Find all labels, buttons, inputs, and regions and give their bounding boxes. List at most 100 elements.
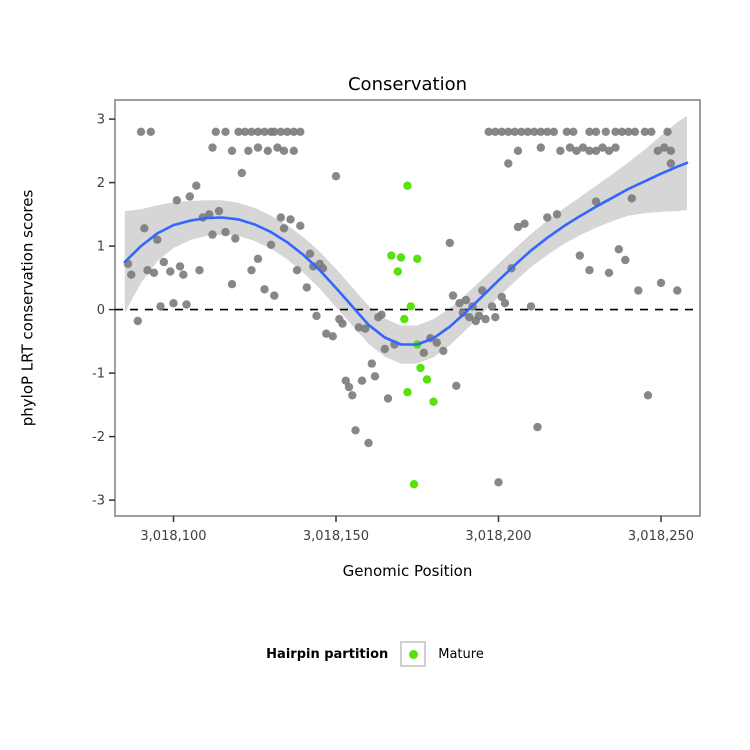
data-point <box>627 194 636 203</box>
data-point <box>617 127 627 136</box>
data-point <box>465 313 474 322</box>
data-point <box>487 302 497 311</box>
data-point <box>234 127 243 136</box>
data-point <box>227 280 237 289</box>
data-point <box>192 181 201 190</box>
data-point <box>322 329 331 338</box>
data-point <box>166 267 175 276</box>
data-point <box>328 332 337 341</box>
data-point <box>569 127 578 136</box>
data-point <box>614 245 623 254</box>
data-point <box>127 270 136 279</box>
data-point <box>656 278 666 288</box>
legend-title: Hairpin partition <box>266 646 389 662</box>
data-point <box>666 146 675 155</box>
data-point <box>445 238 454 248</box>
data-point <box>305 249 315 258</box>
data-point <box>302 283 311 292</box>
data-point <box>367 359 376 368</box>
data-point <box>543 127 552 136</box>
data-point <box>296 127 305 136</box>
data-point <box>149 268 159 277</box>
data-point <box>448 291 458 300</box>
data-point <box>585 146 594 155</box>
data-point <box>227 146 237 155</box>
data-point <box>283 127 292 136</box>
data-point <box>214 206 224 216</box>
data-point <box>143 266 152 275</box>
data-point <box>517 127 526 136</box>
data-point <box>221 227 230 237</box>
data-point <box>510 127 519 136</box>
data-point <box>422 375 432 384</box>
data-point <box>270 127 279 136</box>
data-point <box>341 376 350 385</box>
data-point <box>296 221 305 230</box>
data-point <box>169 299 178 308</box>
data-point <box>578 143 588 152</box>
data-point <box>344 382 354 392</box>
data-point <box>377 310 386 319</box>
data-point <box>452 381 461 390</box>
data-point <box>279 146 289 155</box>
data-point <box>666 159 675 168</box>
data-point <box>195 266 204 275</box>
data-point <box>533 422 542 432</box>
data-point <box>370 372 380 381</box>
data-point <box>660 143 669 152</box>
data-point <box>406 302 415 311</box>
data-point <box>205 210 214 219</box>
data-point <box>429 397 438 406</box>
data-point <box>383 394 393 403</box>
data-point <box>400 314 409 324</box>
data-point <box>484 127 493 136</box>
data-point <box>253 254 263 263</box>
data-point <box>276 213 285 222</box>
data-point <box>146 127 155 136</box>
data-point <box>237 168 246 178</box>
data-point <box>513 146 523 155</box>
data-point <box>172 196 181 205</box>
data-point <box>244 146 253 155</box>
x-tick-label: 3,018,200 <box>465 529 531 544</box>
data-point <box>286 215 295 224</box>
data-point <box>156 302 165 311</box>
data-point <box>634 286 643 295</box>
data-point <box>526 302 536 311</box>
data-point <box>513 222 523 232</box>
data-point <box>552 210 562 219</box>
data-point <box>270 291 279 300</box>
data-point <box>611 143 620 152</box>
data-point <box>253 127 263 136</box>
y-tick-label: -2 <box>92 430 105 445</box>
data-point <box>247 127 256 136</box>
data-point <box>403 181 412 190</box>
data-point <box>523 127 532 136</box>
y-axis-label: phyloP LRT conservation scores <box>8 100 46 516</box>
data-point <box>643 391 653 400</box>
data-point <box>153 235 162 244</box>
data-point <box>266 240 276 249</box>
data-point <box>182 300 191 309</box>
data-point <box>185 192 194 201</box>
y-tick-label: 0 <box>97 303 105 318</box>
data-point <box>312 311 321 321</box>
data-point <box>364 438 373 448</box>
data-point <box>536 127 545 136</box>
data-point <box>231 234 240 243</box>
data-point <box>504 159 513 168</box>
data-point <box>413 254 422 263</box>
data-point <box>416 363 425 373</box>
y-axis-label-text: phyloP LRT conservation scores <box>18 189 37 427</box>
data-point <box>260 127 269 136</box>
data-point <box>585 127 594 136</box>
data-point <box>494 478 503 487</box>
data-point <box>604 146 614 155</box>
data-point <box>565 143 575 152</box>
y-tick-label: -3 <box>92 494 105 509</box>
x-tick-label: 3,018,250 <box>628 529 694 544</box>
data-point <box>247 266 256 275</box>
data-point <box>403 388 412 397</box>
data-point <box>653 146 662 155</box>
